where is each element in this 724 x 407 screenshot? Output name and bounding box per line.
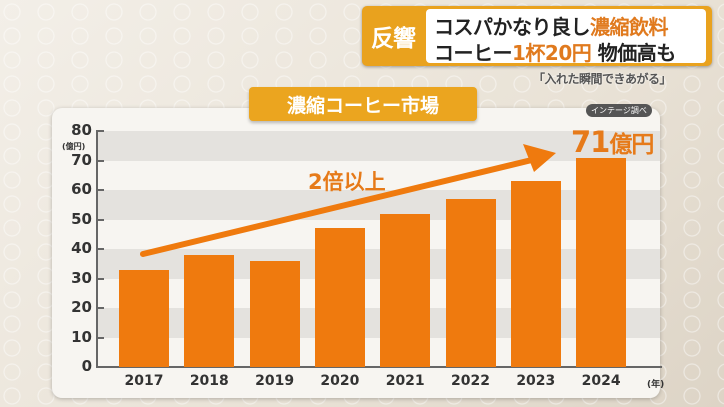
headline-box: コスパかなり良し濃縮飲料 コーヒー1杯20円 物価高も — [426, 9, 706, 66]
latest-value-number: 71 — [571, 125, 610, 159]
y-tick — [96, 307, 104, 309]
headline-line-2-suffix: 物価高も — [597, 41, 677, 65]
bar-2023 — [510, 181, 561, 367]
bar-2022 — [445, 198, 496, 367]
headline-line-1: コスパかなり良し濃縮飲料 — [434, 11, 669, 40]
y-tick-label: 30 — [71, 268, 92, 287]
headline-banner: 反響 コスパかなり良し濃縮飲料 コーヒー1杯20円 物価高も — [362, 6, 712, 66]
y-tick-label: 20 — [71, 298, 92, 316]
y-tick-label: 60 — [71, 180, 92, 198]
x-tick-label: 2018 — [189, 373, 229, 389]
headline-line-2: コーヒー1杯20円 物価高も — [434, 37, 676, 66]
source-badge: インテージ調べ — [586, 104, 652, 117]
y-axis — [96, 131, 98, 368]
chart-title: 濃縮コーヒー市場 — [249, 87, 477, 121]
x-tick-label: 2019 — [255, 373, 295, 389]
y-tick-label: 50 — [71, 209, 92, 228]
x-axis — [96, 366, 662, 368]
headline-line-1-text: コスパかなり良し — [434, 15, 591, 39]
bar-2019 — [249, 260, 300, 367]
headline-line-2-text: コーヒー — [434, 41, 513, 65]
y-tick-label: 0 — [81, 357, 92, 375]
bar-2024 — [576, 157, 627, 367]
y-tick — [96, 336, 104, 339]
headline-tag: 反響 — [371, 26, 416, 52]
headline-line-1-highlight: 濃縮飲料 — [590, 15, 669, 39]
x-tick-label: 2017 — [124, 373, 164, 389]
y-tick — [96, 248, 104, 250]
y-tick-label: 10 — [71, 327, 92, 346]
y-tick-label: 80 — [71, 121, 92, 139]
x-tick-label: 2022 — [451, 373, 490, 389]
x-tick-label: 2023 — [516, 373, 556, 389]
grid-band — [96, 131, 660, 161]
y-tick — [96, 159, 104, 162]
bar-2021 — [380, 213, 431, 367]
y-tick-label: 40 — [71, 239, 92, 257]
bar-2018 — [184, 254, 235, 367]
y-tick — [96, 189, 104, 191]
y-tick — [96, 218, 104, 221]
bar-2020 — [314, 228, 365, 367]
y-axis-unit: (億円) — [62, 142, 86, 151]
latest-value-label: 71億円 — [571, 125, 654, 159]
bar-2017 — [119, 269, 169, 367]
headline-line-2-highlight: 1杯20円 — [512, 41, 592, 65]
y-tick — [96, 130, 104, 132]
y-tick — [96, 277, 104, 280]
growth-annotation: 2倍以上 — [308, 170, 386, 194]
x-tick-label: 2020 — [320, 373, 360, 389]
latest-value-unit: 億円 — [609, 132, 654, 158]
quote-caption: 「入れた瞬間できあがる」 — [533, 72, 672, 86]
x-axis-unit: (年) — [647, 380, 665, 390]
x-tick-label: 2024 — [581, 373, 621, 389]
x-tick-label: 2021 — [385, 373, 425, 389]
y-tick-label: 70 — [71, 150, 92, 169]
